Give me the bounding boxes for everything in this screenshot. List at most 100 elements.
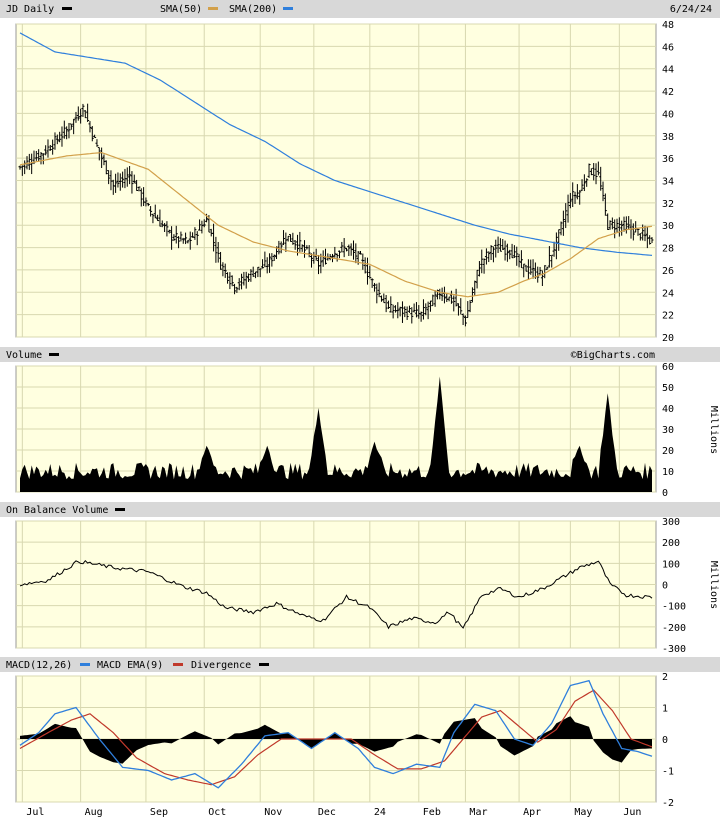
price-bar (90, 126, 94, 142)
x-tick-label: Oct (208, 807, 226, 818)
price-bar (410, 307, 414, 324)
price-bar (212, 223, 216, 252)
price-bar (263, 251, 267, 268)
price-bar (249, 269, 253, 282)
macd-legend-swatch (80, 663, 90, 666)
price-bar (139, 188, 143, 207)
price-bar (221, 262, 225, 277)
price-bar (622, 216, 626, 232)
divergence-legend-swatch (259, 663, 269, 666)
price-bar (184, 232, 188, 245)
price-bar (412, 303, 416, 313)
price-bar (79, 108, 83, 124)
price-bar (568, 192, 572, 209)
price-bar (128, 166, 132, 185)
price-bar (414, 302, 418, 318)
price-bar (510, 243, 514, 259)
price-bar (39, 151, 43, 165)
price-bar (272, 254, 276, 261)
price-bar (244, 271, 248, 289)
price-bar (44, 145, 48, 156)
price-bar (592, 163, 596, 181)
volume-legend-swatch (49, 353, 59, 356)
price-y-tick: 24 (662, 288, 674, 299)
price-bar (48, 144, 52, 151)
price-bar (265, 257, 269, 274)
price-bar (55, 134, 59, 145)
price-bar (480, 249, 484, 274)
price-bar (606, 213, 610, 231)
x-axis: Jul Aug Sep Oct Nov Dec 24 Feb Mar Apr May Jun (26, 807, 641, 818)
price-bar (419, 311, 423, 322)
price-bar (223, 263, 227, 278)
price-bar (365, 257, 369, 285)
price-bar (216, 242, 220, 263)
price-bar (62, 120, 66, 139)
price-bar (156, 214, 160, 222)
price-bar (214, 236, 218, 263)
price-bar (407, 305, 411, 313)
price-bar (335, 253, 339, 262)
price-bar (289, 234, 293, 242)
macd-header-bar (0, 657, 720, 672)
price-bar (540, 270, 544, 287)
price-bar (403, 306, 407, 318)
price-bar (179, 231, 183, 242)
price-bar (177, 236, 181, 249)
price-bar (587, 163, 591, 178)
price-bar (149, 206, 153, 217)
price-y-tick: 38 (662, 132, 674, 143)
price-bar (51, 139, 55, 155)
price-bar (578, 190, 582, 205)
price-bar (337, 250, 341, 259)
price-bar (433, 290, 437, 307)
volume-label: Volume (6, 350, 42, 361)
price-bar (293, 240, 297, 250)
price-bar (88, 121, 92, 133)
price-bar (375, 283, 379, 304)
price-bar (515, 246, 519, 266)
price-bar (261, 259, 265, 269)
price-bar (538, 266, 542, 275)
price-bar (202, 219, 206, 228)
price-bar (174, 225, 178, 244)
price-bar (526, 259, 530, 280)
price-bar (610, 217, 614, 230)
price-bar (384, 295, 388, 313)
obv-y-tick: -300 (662, 644, 686, 655)
price-bar (524, 264, 528, 272)
price-bar (256, 266, 260, 278)
price-bar (468, 299, 472, 313)
price-bar (461, 313, 465, 326)
grid-lines (16, 23, 656, 803)
price-bar (37, 149, 41, 162)
price-bar (279, 241, 283, 254)
price-bar (575, 184, 579, 200)
price-y-tick: 26 (662, 266, 674, 277)
volume-bars (20, 376, 652, 492)
price-bar (165, 221, 169, 237)
price-bar (508, 249, 512, 260)
price-bar (496, 236, 500, 254)
x-tick-label: Jun (623, 807, 641, 818)
price-bar (298, 231, 302, 252)
price-bar (608, 220, 612, 230)
obv-label: On Balance Volume (6, 505, 108, 516)
price-bar (452, 295, 456, 312)
volume-y-tick: 40 (662, 404, 674, 415)
price-legend-swatch (62, 7, 72, 10)
price-bar (421, 299, 425, 320)
price-bar (200, 220, 204, 234)
price-bar (100, 147, 104, 168)
price-bar (498, 238, 502, 252)
ema-legend-swatch (173, 663, 183, 666)
price-bar (351, 240, 355, 260)
volume-y-tick: 20 (662, 446, 674, 457)
price-bar (599, 166, 603, 191)
price-bar (137, 186, 141, 192)
price-bar (86, 103, 90, 122)
price-bar (470, 287, 474, 303)
price-bar (566, 194, 570, 223)
obv-y-tick: 300 (662, 517, 680, 528)
sma200-legend-swatch (283, 7, 293, 10)
